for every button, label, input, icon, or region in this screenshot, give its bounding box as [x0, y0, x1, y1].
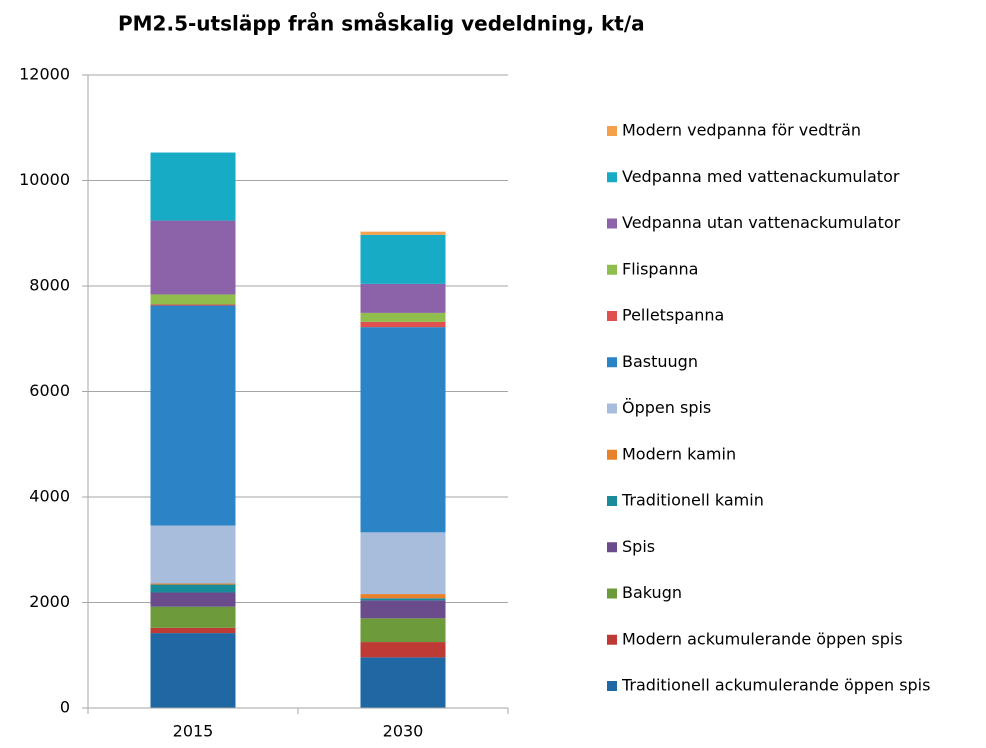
y-tick-label: 0 [60, 698, 70, 717]
legend-label: Bastuugn [622, 352, 698, 371]
legend-swatch [607, 449, 617, 460]
legend-swatch [607, 264, 617, 275]
legend-label: Spis [622, 537, 655, 556]
bar-segment [360, 321, 446, 328]
bar-segment [360, 283, 446, 313]
bar-segment [360, 532, 446, 595]
bar-segment [360, 231, 446, 235]
bar-segment [360, 642, 446, 658]
bar-segment [150, 584, 236, 593]
bar-segment [360, 234, 446, 284]
bar-segment [150, 152, 236, 221]
x-tick-label: 2015 [173, 722, 214, 741]
y-tick-label: 4000 [29, 487, 70, 506]
legend-label: Modern kamin [622, 444, 736, 463]
legend-swatch [607, 681, 617, 691]
legend-label: Vedpanna utan vattenackumulator [622, 213, 901, 232]
legend-label: Flispanna [622, 259, 698, 278]
legend-label: Bakugn [622, 583, 682, 602]
bar-segment [150, 304, 236, 306]
legend-swatch [607, 172, 617, 183]
bar-segment [150, 220, 236, 295]
bar-segment [150, 606, 236, 628]
bar-segment [360, 598, 446, 601]
y-tick-label: 6000 [29, 381, 70, 400]
y-tick-label: 8000 [29, 276, 70, 295]
bar-segment [360, 312, 446, 322]
bar-segment [150, 525, 236, 584]
y-tick-label: 10000 [19, 170, 70, 189]
x-tick-label: 2030 [383, 722, 424, 741]
legend-label: Pelletspanna [622, 306, 724, 325]
legend-label: Modern ackumulerande öppen spis [622, 629, 903, 648]
legend-label: Öppen spis [622, 398, 711, 417]
bar-segment [150, 633, 236, 708]
y-tick-label: 12000 [19, 65, 70, 84]
legend-swatch [607, 634, 617, 645]
legend-label: Vedpanna med vattenackumulator [622, 167, 900, 186]
bar-segment [150, 592, 236, 607]
bar-segment [360, 657, 446, 708]
legend-swatch [607, 357, 617, 368]
bar-segment [150, 583, 236, 585]
legend-swatch [607, 218, 617, 229]
bar-segment [150, 627, 236, 634]
legend-swatch [607, 311, 617, 321]
legend-label: Traditionell kamin [621, 491, 764, 510]
bar-segment [360, 594, 446, 599]
legend-swatch [607, 588, 617, 599]
legend-swatch [607, 542, 617, 553]
chart-title: PM2.5-utsläpp från småskalig vedeldning,… [118, 12, 645, 36]
bar-segment [150, 305, 236, 526]
bar-segment [150, 294, 236, 305]
legend-swatch [607, 496, 617, 506]
legend-swatch [607, 126, 617, 136]
bar-segment [360, 327, 446, 533]
y-tick-label: 2000 [29, 592, 70, 611]
legend-label: Traditionell ackumulerande öppen spis [621, 676, 930, 695]
bar-segment [360, 600, 446, 619]
legend-label: Modern vedpanna för vedträn [622, 121, 861, 140]
legend-swatch [607, 403, 617, 414]
bar-segment [360, 618, 446, 643]
